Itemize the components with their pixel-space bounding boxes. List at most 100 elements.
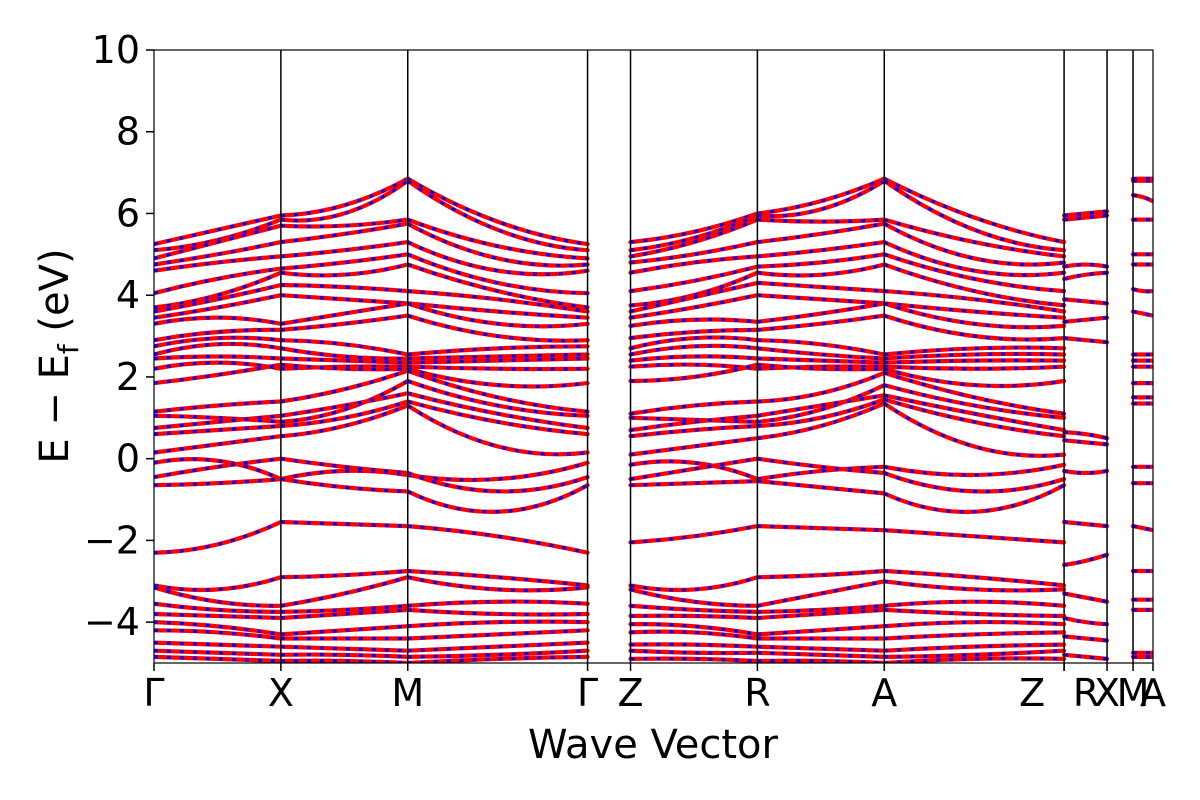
band-spin-down [154,254,282,273]
band-spin-down [630,317,758,328]
band-spin-down [407,365,588,371]
band-spin-down [630,344,758,357]
band-spin-up [278,575,410,608]
band-spin-down [154,457,282,481]
band-spin-down [407,314,588,343]
band-spin-down [757,457,885,475]
band-spin-down [407,367,588,389]
band-spin-down [630,328,758,340]
band-spin-down [154,267,282,295]
band-spin-down [757,645,885,653]
band-spin-down [407,352,588,361]
band-spin-down [757,281,885,293]
band-spin-down [407,641,588,653]
band-spin-down [1063,336,1108,344]
band-spin-down [154,414,282,424]
band-spin-down [407,471,589,493]
y-tick-label: 8 [116,110,140,154]
band-spin-down [154,354,282,361]
band-spin-down [1063,297,1108,305]
band-spin-down [757,465,885,481]
band-spin-up [405,403,590,457]
band-spin-down [630,362,758,371]
band-spin-down [883,218,1065,258]
x-tick-label: Γ [143,671,164,715]
band-spin-down [280,293,408,305]
band-spin-down [280,177,409,218]
band-spin-up [628,524,760,545]
x-tick-label: Z [617,671,643,715]
band-spin-down [630,414,758,432]
band-spin-down [280,283,408,293]
band-spin-down [154,342,282,357]
band-spin-down [407,655,588,663]
band-spin-down [280,404,409,438]
band-spin-down [1063,271,1108,281]
band-spin-down [757,393,885,418]
band-spin-down [407,379,588,418]
band-spin-down [280,604,408,614]
band-spin-up [628,436,760,457]
band-spin-down [280,252,408,271]
band-spin-up [405,221,590,268]
band-spin-down [407,301,588,320]
band-spin-down [630,363,758,383]
band-spin-down [757,397,885,428]
band-spin-up [278,477,410,494]
band-spin-down [884,649,1065,659]
band-spin-down [280,338,409,357]
band-spin-up [1062,615,1110,627]
band-spin-down [884,301,1065,320]
band-spin-down [280,262,409,278]
band-spin-down [280,218,408,229]
band-spin-up [1062,519,1110,529]
band-spin-down [407,620,588,628]
band-spin-down [1132,287,1153,293]
band-spin-down [154,434,282,455]
band-spin-down [407,649,588,659]
band-spin-down [757,356,885,365]
y-axis-label: E − Ef (eV) [32,248,85,463]
band-spin-down [1063,209,1108,218]
band-spin-down [154,399,281,414]
band-spin-down [630,214,759,252]
band-spin-down [757,364,885,371]
band-spin-down [630,211,758,244]
band-spin-down [1132,309,1153,318]
band-spin-down [883,177,1065,244]
band-spin-down [883,262,1065,307]
band-spin-down [154,240,282,267]
band-spin-down [154,585,281,608]
band-spin-down [154,655,281,663]
band-spin-down [757,402,885,440]
band-spin-down [407,356,588,365]
band-spin-down [154,336,282,348]
band-spin-down [154,283,282,314]
band-spin-up [405,524,590,555]
x-tick-label: A [1140,671,1166,715]
band-spin-down [630,524,758,544]
band-spin-down [630,281,758,314]
band-spin-up [628,317,760,328]
y-axis-label-base: E − E [32,354,78,464]
band-spin-down [1063,469,1108,475]
band-spin-up [278,624,410,637]
band-spin-down [406,483,589,514]
band-spin-down [757,179,886,218]
band-spin-down [757,346,885,361]
band-spin-down [154,602,281,614]
band-spin-down [630,436,758,457]
band-spin-down [630,265,758,293]
band-spin-down [280,301,408,326]
band-spin-down [630,459,758,481]
band-spin-down [884,345,1065,357]
y-axis-label-subscript: f [52,343,85,354]
band-spin-down [407,262,588,310]
band-spin-down [757,579,885,608]
y-axis-label-unit: (eV) [32,248,78,344]
band-spin-up [1062,297,1110,306]
y-tick-label: 6 [116,191,140,235]
band-spin-down [280,240,408,258]
band-spin-down [757,222,885,244]
band-spin-down [757,338,885,357]
